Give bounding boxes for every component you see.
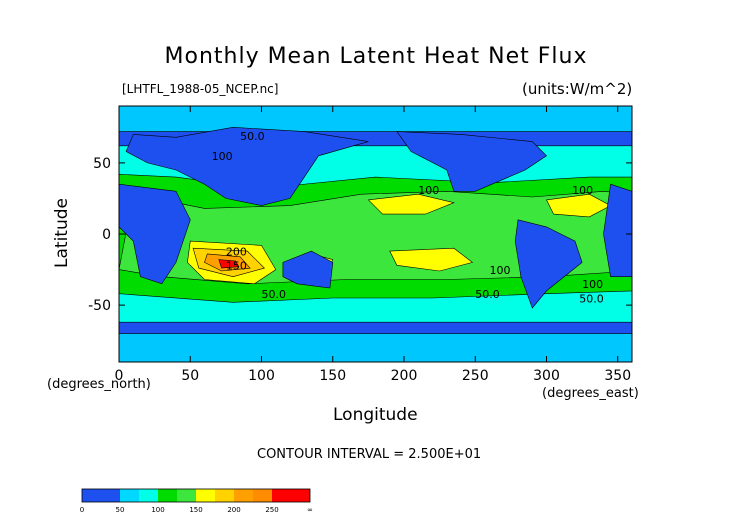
y-tick-label-2: 50	[93, 156, 111, 172]
flux-region-17	[119, 183, 191, 285]
contour-label-0: 50.0	[240, 130, 265, 143]
flux-region-12	[119, 333, 632, 362]
x-tick-label-2: 100	[248, 368, 275, 384]
flux-region-4	[367, 193, 455, 215]
contour-label-4: 150	[226, 260, 247, 273]
colorbar-swatch-3	[139, 489, 158, 502]
y-tick-label-0: -50	[88, 298, 111, 314]
x-tick-label-7: 350	[604, 368, 631, 384]
y-tick-label-1: 0	[102, 227, 111, 243]
contour-label-2: 100	[418, 184, 439, 197]
colorbar-tick-label-4: 200	[227, 506, 240, 514]
flux-region-6	[546, 193, 612, 218]
x-tick-label-4: 200	[391, 368, 418, 384]
flux-region-10	[218, 259, 240, 269]
colorbar-swatch-2	[120, 489, 139, 502]
chart-title: Monthly Mean Latent Heat Net Flux	[164, 44, 588, 69]
y-unit-label: (degrees_north)	[47, 377, 151, 392]
contour-label-9: 100	[582, 278, 603, 291]
colorbar-swatch-6	[196, 489, 215, 502]
colorbar-swatch-5	[177, 489, 196, 502]
flux-region-11	[119, 106, 632, 132]
contour-label-7: 50.0	[475, 288, 500, 301]
colorbar-swatch-8	[234, 489, 253, 502]
flux-region-14	[396, 131, 547, 192]
colorbar-swatch-10	[272, 489, 291, 502]
flux-region-18	[282, 250, 334, 289]
x-tick-label-5: 250	[462, 368, 489, 384]
x-tick-label-3: 150	[319, 368, 346, 384]
x-unit-label: (degrees_east)	[542, 386, 639, 401]
contour-label-10: 50.0	[579, 292, 604, 305]
contour-interval-label: CONTOUR INTERVAL = 2.500E+01	[257, 447, 482, 462]
contour-label-8: 100	[572, 184, 593, 197]
colorbar-tick-label-6: ∞	[307, 506, 313, 514]
contour-label-3: 200	[226, 245, 247, 258]
x-tick-label-6: 300	[533, 368, 560, 384]
colorbar-tick-label-3: 150	[189, 506, 202, 514]
colorbar-swatch-1	[101, 489, 120, 502]
colorbar-tick-label-0: 0	[80, 506, 84, 514]
colorbar-tick-label-1: 50	[116, 506, 125, 514]
flux-region-15	[514, 219, 583, 309]
colorbar-tick-label-2: 100	[151, 506, 164, 514]
colorbar-frame	[81, 488, 311, 503]
x-axis-label: Longitude	[333, 405, 418, 425]
contour-label-6: 100	[490, 264, 511, 277]
x-tick-label-1: 50	[181, 368, 199, 384]
colorbar-swatch-4	[158, 489, 177, 502]
colorbar-tick-label-5: 250	[265, 506, 278, 514]
x-tick-label-0: 0	[115, 368, 124, 384]
flux-region-16	[603, 183, 632, 278]
colorbar-swatch-11	[291, 489, 310, 502]
contour-label-5: 50.0	[262, 288, 287, 301]
colorbar-swatch-9	[253, 489, 272, 502]
flux-region-13	[125, 126, 369, 206]
colorbar-swatch-0	[82, 489, 101, 502]
flux-region-5	[389, 247, 474, 272]
contour-label-1: 100	[212, 150, 233, 163]
file-label: [LHTFL_1988-05_NCEP.nc]	[122, 82, 279, 96]
units-label: (units:W/m^2)	[522, 80, 633, 98]
colorbar-swatch-7	[215, 489, 234, 502]
